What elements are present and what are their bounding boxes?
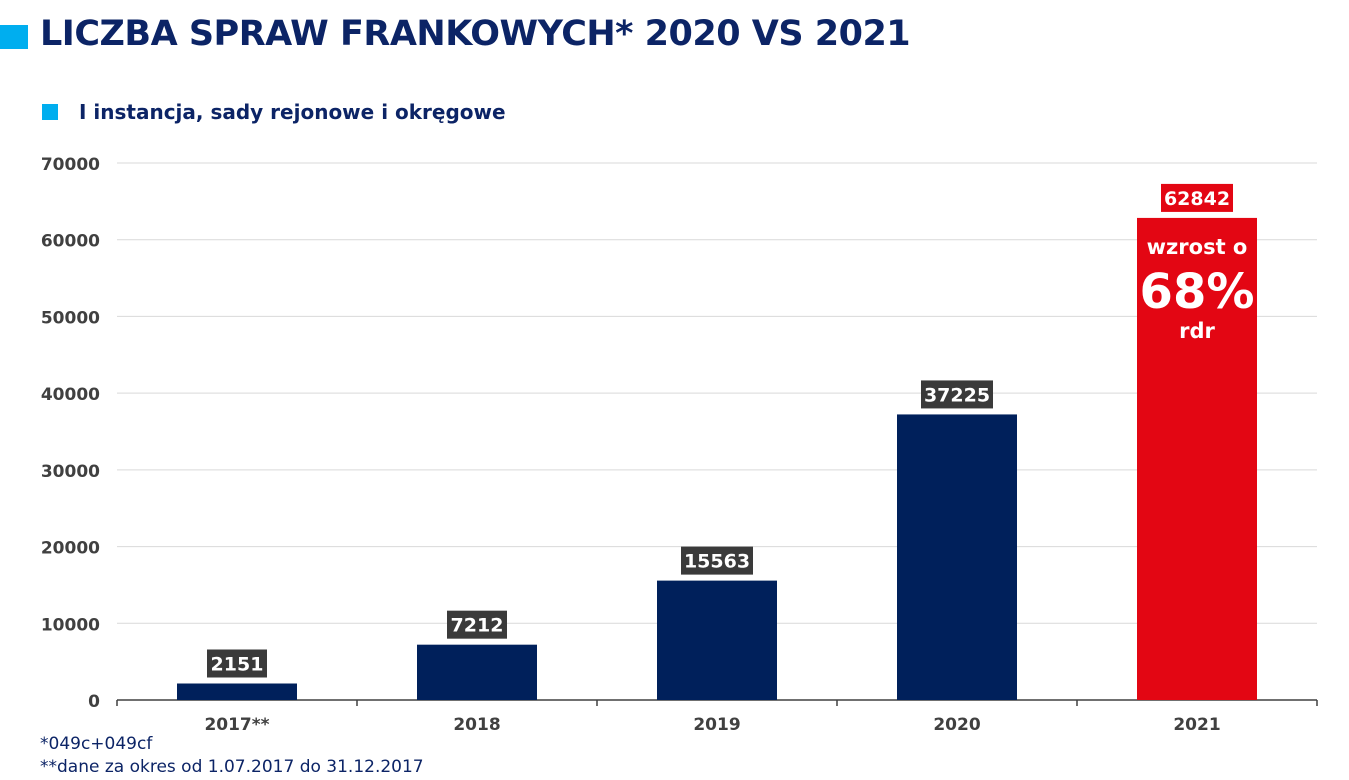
data-label: 15563: [684, 551, 750, 573]
bar: [417, 644, 537, 700]
data-label: 37225: [924, 384, 990, 406]
data-label-box: [447, 610, 507, 639]
y-tick-label: 30000: [41, 462, 100, 482]
legend: I instancja, sady rejonowe i okręgowe: [42, 100, 506, 124]
x-tick-label: 2018: [453, 715, 500, 730]
growth-annotation-line3: rdr: [1179, 319, 1215, 343]
title-marker: [0, 25, 28, 49]
data-label-box: [921, 380, 993, 409]
bar: [1137, 217, 1257, 700]
data-label: 62842: [1164, 188, 1230, 210]
x-tick-label: 2017**: [204, 715, 269, 730]
legend-swatch: [42, 104, 58, 120]
data-label-box: [1161, 183, 1233, 212]
y-tick-label: 0: [88, 692, 100, 712]
y-tick-label: 60000: [41, 232, 100, 252]
x-tick-label: 2021: [1173, 715, 1220, 730]
y-tick-label: 20000: [41, 539, 100, 559]
bar: [897, 414, 1017, 700]
bar: [177, 683, 297, 700]
data-label-box: [207, 649, 267, 678]
legend-label: I instancja, sady rejonowe i okręgowe: [79, 100, 506, 124]
data-label: 7212: [451, 615, 504, 637]
x-tick-label: 2020: [933, 715, 980, 730]
x-tick-label: 2019: [693, 715, 740, 730]
growth-annotation-percent: 68%: [1140, 264, 1255, 320]
data-label-box: [681, 546, 753, 575]
data-label: 2151: [211, 653, 264, 675]
y-tick-label: 70000: [41, 155, 100, 175]
y-tick-label: 10000: [41, 615, 100, 635]
y-tick-label: 50000: [41, 308, 100, 328]
bar-chart: 0 10000 20000 30000 40000 50000 60000 70000 2151…: [41, 155, 1318, 730]
growth-annotation-line1: wzrost o: [1147, 235, 1248, 259]
chart-title: LICZBA SPRAW FRANKOWYCH* 2020 VS 2021: [40, 14, 911, 54]
y-tick-label: 40000: [41, 385, 100, 405]
footnote-period: **dane za okres od 1.07.2017 do 31.12.20…: [40, 757, 424, 777]
bar: [657, 580, 777, 700]
footnote-source: *049c+049cf: [40, 734, 153, 754]
